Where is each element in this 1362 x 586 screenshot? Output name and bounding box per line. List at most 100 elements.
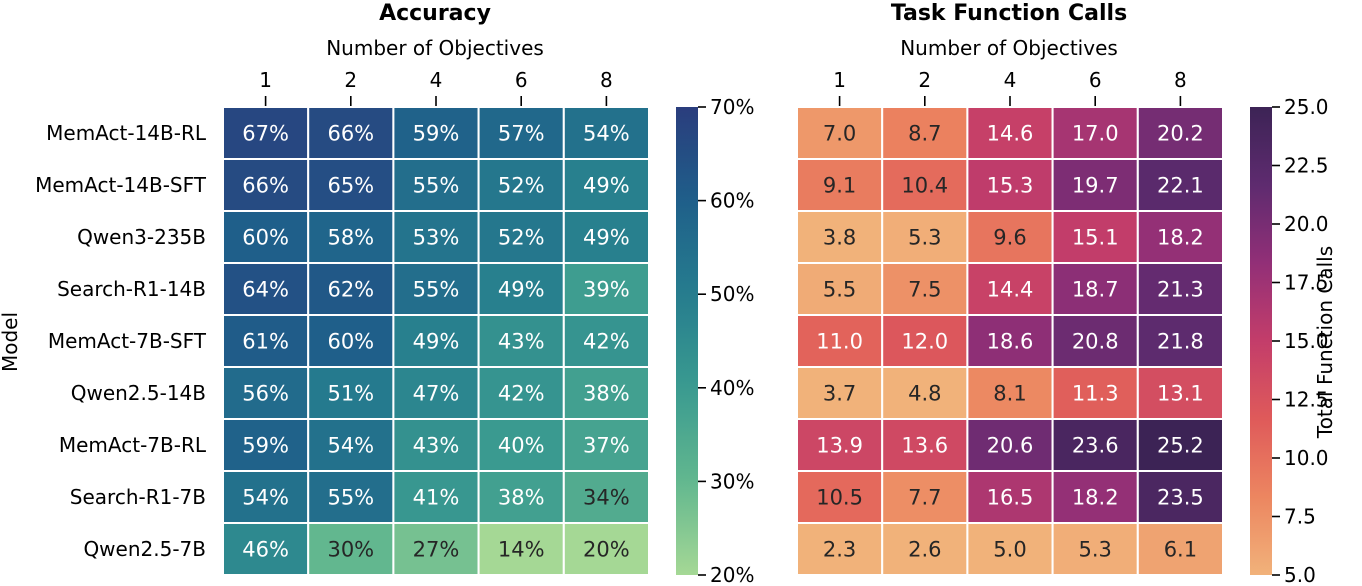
function-calls-colorbar-tick-label: 12.5 (1284, 388, 1329, 412)
row-label: MemAct-14B-RL (46, 121, 207, 145)
function-calls-cell-label: 15.1 (1072, 226, 1119, 250)
function-calls-colorbar-tick-label: 22.5 (1284, 154, 1329, 178)
accuracy-colorbar-tick-label: 30% (710, 469, 754, 493)
function-calls-heatmap: Task Function Calls Number of Objectives… (796, 1, 1337, 586)
accuracy-cell-label: 59% (242, 434, 289, 458)
function-calls-cell-label: 16.5 (987, 486, 1034, 510)
function-calls-cell (796, 418, 884, 472)
accuracy-cell (562, 106, 650, 160)
function-calls-cell (881, 418, 969, 472)
function-calls-cell-label: 12.0 (901, 330, 948, 354)
function-calls-cell-label: 4.8 (908, 382, 941, 406)
function-calls-cell-label: 5.5 (823, 278, 856, 302)
accuracy-cell (477, 522, 565, 576)
function-calls-cell-label: 3.8 (823, 226, 856, 250)
row-label: MemAct-14B-SFT (35, 173, 207, 197)
function-calls-cell-label: 9.1 (823, 174, 856, 198)
accuracy-cell (477, 418, 565, 472)
accuracy-colorbar-tick-label: 60% (710, 189, 754, 213)
function-calls-cell-label: 22.1 (1157, 174, 1204, 198)
accuracy-cell-label: 49% (583, 174, 630, 198)
accuracy-cell-label: 49% (413, 330, 460, 354)
accuracy-cell-label: 47% (413, 382, 460, 406)
function-calls-cell-label: 13.6 (901, 434, 948, 458)
accuracy-cell-label: 66% (242, 174, 289, 198)
accuracy-cell (562, 314, 650, 368)
accuracy-cell-label: 66% (327, 122, 374, 146)
function-calls-cell-label: 18.6 (987, 330, 1034, 354)
function-calls-cell-label: 25.2 (1157, 434, 1204, 458)
function-calls-cell-label: 20.2 (1157, 122, 1204, 146)
function-calls-cell (966, 366, 1054, 420)
accuracy-cell-label: 55% (413, 278, 460, 302)
accuracy-x-tick-label: 8 (600, 68, 613, 92)
accuracy-cell (477, 262, 565, 316)
accuracy-cell (222, 314, 310, 368)
function-calls-cell (1136, 314, 1225, 368)
accuracy-cell (392, 106, 480, 160)
accuracy-x-tick-label: 6 (515, 68, 528, 92)
accuracy-cell (562, 366, 650, 420)
accuracy-cell (307, 158, 395, 212)
accuracy-cell-label: 38% (498, 486, 545, 510)
function-calls-cell-label: 8.1 (993, 382, 1026, 406)
function-calls-cell-label: 15.3 (987, 174, 1034, 198)
function-calls-cell-label: 20.6 (987, 434, 1034, 458)
function-calls-cell (1136, 418, 1225, 472)
function-calls-cell (1051, 314, 1139, 368)
function-calls-x-tick-label: 6 (1089, 68, 1102, 92)
accuracy-x-tick-label: 1 (259, 68, 272, 92)
row-label: Search-R1-7B (70, 485, 206, 509)
accuracy-row-labels: MemAct-14B-RL MemAct-14B-SFT Qwen3-235B Sea… (35, 121, 207, 561)
accuracy-cell-label: 41% (413, 486, 460, 510)
accuracy-cell (562, 470, 650, 524)
accuracy-cell (392, 470, 480, 524)
function-calls-xlabel: Number of Objectives (900, 36, 1118, 60)
function-calls-cell-label: 7.5 (908, 278, 941, 302)
accuracy-cell (392, 262, 480, 316)
accuracy-colorbar-tick-label: 40% (710, 376, 754, 400)
function-calls-cell-label: 19.7 (1072, 174, 1119, 198)
accuracy-cell-label: 56% (242, 382, 289, 406)
accuracy-cell-label: 38% (583, 382, 630, 406)
accuracy-cell-label: 60% (327, 330, 374, 354)
function-calls-cell (796, 522, 884, 576)
function-calls-cell (796, 106, 884, 160)
function-calls-cell (1136, 210, 1225, 264)
function-calls-colorbar-gradient (1250, 107, 1272, 575)
accuracy-x-ticks: 1 2 4 6 8 (259, 68, 613, 107)
accuracy-cell-label: 42% (583, 330, 630, 354)
accuracy-cell-label: 54% (327, 434, 374, 458)
accuracy-cell-label: 43% (498, 330, 545, 354)
function-calls-cell-label: 17.0 (1072, 122, 1119, 146)
function-calls-cell-label: 14.4 (987, 278, 1034, 302)
accuracy-x-tick-label: 2 (344, 68, 357, 92)
accuracy-xlabel: Number of Objectives (326, 36, 544, 60)
accuracy-cell-label: 40% (498, 434, 545, 458)
function-calls-cell-label: 6.1 (1164, 538, 1197, 562)
function-calls-cell-label: 14.6 (987, 122, 1034, 146)
function-calls-x-tick-label: 8 (1174, 68, 1187, 92)
function-calls-cell-label: 5.3 (1078, 538, 1111, 562)
accuracy-cell-label: 20% (583, 538, 630, 562)
function-calls-cell (966, 158, 1054, 212)
accuracy-cell-label: 34% (583, 486, 630, 510)
accuracy-x-tick-label: 4 (430, 68, 443, 92)
function-calls-colorbar-tick-label: 5.0 (1284, 563, 1316, 586)
function-calls-cell-label: 8.7 (908, 122, 941, 146)
function-calls-colorbar-tick-label: 10.0 (1284, 446, 1329, 470)
function-calls-cell (881, 262, 969, 316)
accuracy-cell (392, 366, 480, 420)
accuracy-cell-label: 53% (413, 226, 460, 250)
function-calls-cell-label: 5.3 (908, 226, 941, 250)
function-calls-cell-label: 11.3 (1072, 382, 1119, 406)
function-calls-cell (1051, 522, 1139, 576)
function-calls-cell (1051, 210, 1139, 264)
accuracy-cell (562, 262, 650, 316)
accuracy-cell-label: 49% (583, 226, 630, 250)
function-calls-colorbar-tick-label: 17.5 (1284, 271, 1329, 295)
accuracy-colorbar: 20% 30% 40% 50% 60% 70% (676, 95, 754, 586)
accuracy-cell-label: 64% (242, 278, 289, 302)
accuracy-cell (222, 366, 310, 420)
